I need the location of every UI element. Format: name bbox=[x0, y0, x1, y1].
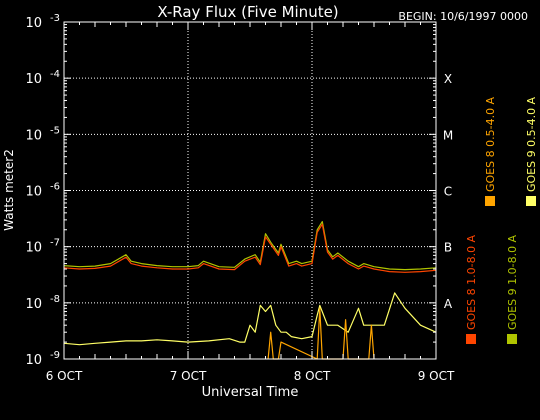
chart-title: X-Ray Flux (Five Minute) bbox=[157, 3, 338, 21]
legend-label: GOES 8 1.0-8.0 A bbox=[465, 234, 478, 330]
y-tick-label: 10 bbox=[25, 128, 42, 143]
x-tick-label: 8 OCT bbox=[294, 369, 331, 383]
flare-class-label: C bbox=[444, 185, 452, 199]
series-line bbox=[63, 221, 437, 271]
y-tick-exponent: -8 bbox=[50, 294, 60, 305]
x-tick-label: 6 OCT bbox=[46, 369, 83, 383]
flare-class-labels: A B C M X bbox=[443, 72, 453, 311]
y-axis-title: Watts meter2 bbox=[2, 149, 16, 231]
legend-label: GOES 8 0.5-4.0 A bbox=[484, 96, 497, 192]
legend: GOES 8 1.0-8.0 A GOES 8 0.5-4.0 A GOES 9 1… bbox=[465, 96, 538, 344]
flare-class-label: X bbox=[444, 72, 452, 86]
flare-class-label: A bbox=[444, 297, 453, 311]
legend-swatch bbox=[485, 196, 495, 206]
x-tick-label: 7 OCT bbox=[170, 369, 207, 383]
y-tick-label: 10 bbox=[25, 297, 42, 312]
y-tick-label: 10 bbox=[25, 72, 42, 87]
legend-swatch bbox=[466, 334, 476, 344]
y-tick-label: 10 bbox=[25, 241, 42, 256]
legend-label: GOES 9 1.0-8.0 A bbox=[506, 234, 519, 330]
y-tick-exponent: -6 bbox=[50, 182, 60, 193]
y-axis-ticks: 10 -9 10 -8 10 -7 10 -6 10 -5 10 -4 10 -3 bbox=[25, 13, 436, 368]
legend-swatch bbox=[526, 196, 536, 206]
y-tick-exponent: -3 bbox=[50, 13, 60, 24]
y-tick-label: 10 bbox=[25, 353, 42, 368]
x-axis-title: Universal Time bbox=[202, 385, 299, 400]
begin-label: BEGIN: 10/6/1997 0000 bbox=[398, 10, 528, 23]
series-line bbox=[63, 223, 437, 273]
series-line bbox=[63, 292, 437, 346]
y-tick-exponent: -9 bbox=[50, 350, 60, 361]
flare-class-label: B bbox=[444, 241, 452, 255]
gridlines bbox=[64, 22, 436, 359]
y-tick-exponent: -7 bbox=[50, 238, 60, 249]
x-tick-label: 9 OCT bbox=[418, 369, 455, 383]
y-tick-exponent: -4 bbox=[50, 69, 60, 80]
y-tick-exponent: -5 bbox=[50, 125, 60, 136]
legend-label: GOES 9 0.5-4.0 A bbox=[525, 96, 538, 192]
flare-class-label: M bbox=[443, 128, 453, 142]
legend-swatch bbox=[507, 334, 517, 344]
y-tick-label: 10 bbox=[25, 185, 42, 200]
y-tick-label: 10 bbox=[25, 16, 42, 31]
x-axis-ticks: 6 OCT 7 OCT 8 OCT 9 OCT bbox=[46, 22, 455, 383]
